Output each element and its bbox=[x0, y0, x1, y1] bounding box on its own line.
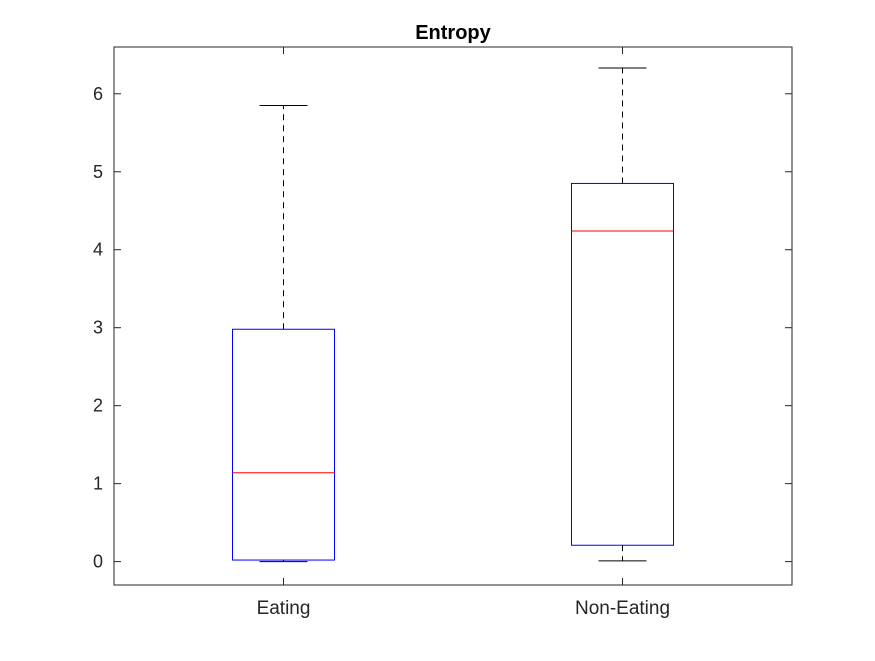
box-non-eating bbox=[571, 182, 674, 546]
y-tick-label: 4 bbox=[93, 240, 103, 260]
x-category-label: Non-Eating bbox=[575, 598, 670, 619]
box-eating bbox=[232, 328, 335, 561]
y-tick-label: 0 bbox=[93, 552, 103, 572]
y-tick-label: 6 bbox=[93, 84, 103, 104]
axes-frame bbox=[113, 46, 793, 586]
chart-title: Entropy bbox=[415, 22, 491, 44]
y-tick-label: 1 bbox=[93, 474, 103, 494]
y-tick-label: 3 bbox=[93, 318, 103, 338]
y-tick-label: 2 bbox=[93, 396, 103, 416]
x-category-label: Eating bbox=[257, 598, 311, 619]
y-tick-label: 5 bbox=[93, 162, 103, 182]
